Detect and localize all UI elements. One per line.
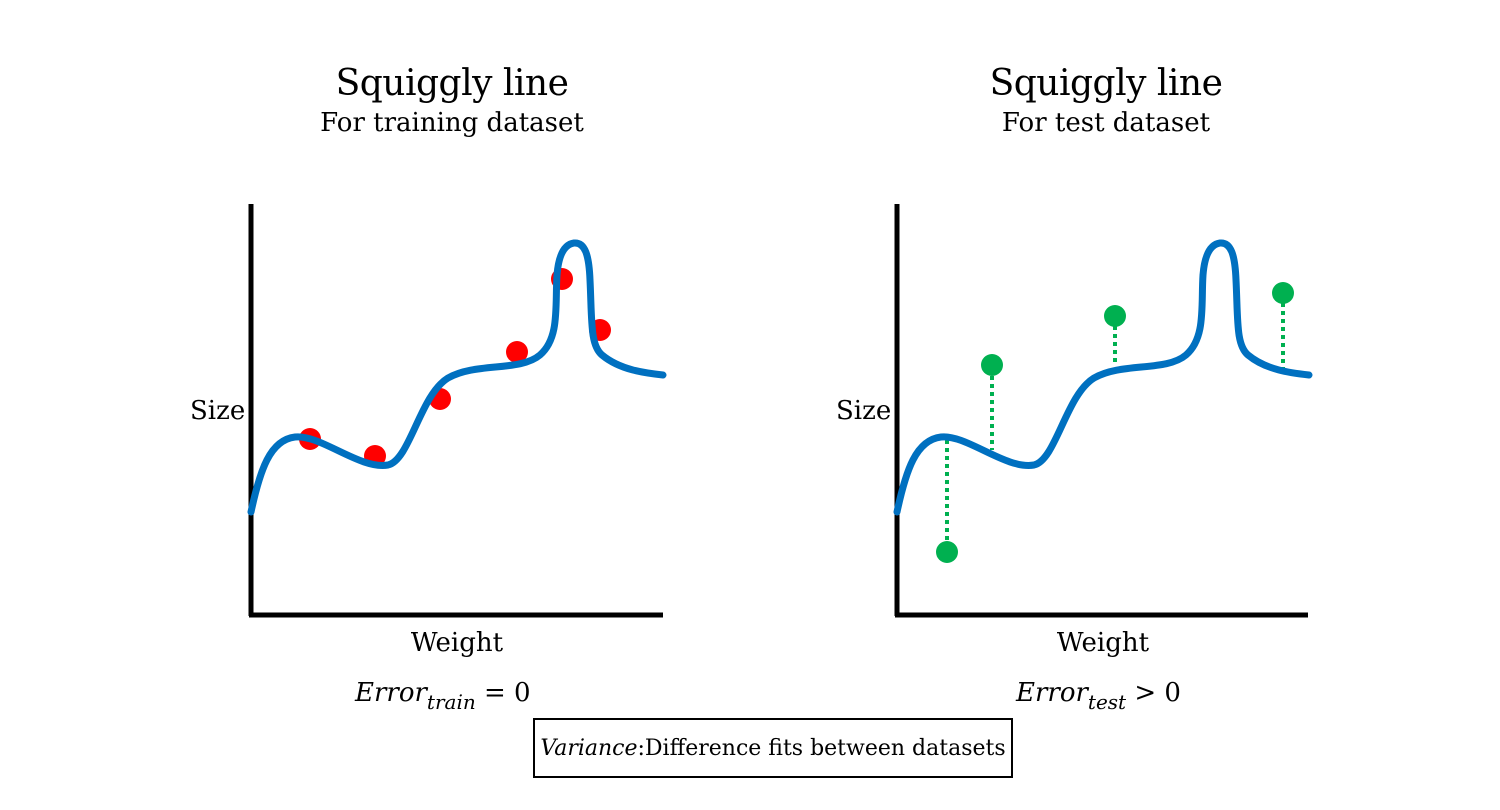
right-y-axis-label: Size (836, 396, 891, 426)
test-point (936, 541, 958, 563)
left-panel-title: Squiggly line (335, 63, 569, 104)
test-error-label: Errortest > 0 (1016, 678, 1181, 712)
right-panel-subtitle: For test dataset (1001, 108, 1211, 138)
test-point (1104, 305, 1126, 327)
train-point (506, 341, 528, 363)
train-error-subscript: train (426, 690, 476, 714)
test-point (1272, 282, 1294, 304)
variance-definition-box: Variance: Difference fits between datase… (533, 718, 1013, 778)
test-error-base: Error (1016, 678, 1088, 708)
variance-definition: Difference fits between datasets (644, 735, 1006, 761)
train-error-label: Errortrain = 0 (355, 678, 531, 712)
test-error-relation: > 0 (1126, 678, 1181, 708)
right-panel-title: Squiggly line (989, 63, 1223, 104)
variance-colon: : (637, 735, 645, 761)
left-y-axis-label: Size (190, 396, 245, 426)
left-squiggly-line (247, 239, 667, 516)
right-x-axis-label: Weight (1057, 628, 1150, 658)
variance-term: Variance (540, 735, 638, 761)
test-error-subscript: test (1087, 690, 1127, 714)
left-panel-subtitle: For training dataset (320, 108, 584, 138)
test-point (981, 354, 1003, 376)
left-plot: Size Weight (190, 204, 667, 658)
train-error-relation: = 0 (475, 678, 531, 708)
train-error-base: Error (355, 678, 427, 708)
right-plot: Size Weight (836, 204, 1313, 658)
left-x-axis-label: Weight (411, 628, 504, 658)
right-squiggly-line (893, 239, 1313, 516)
